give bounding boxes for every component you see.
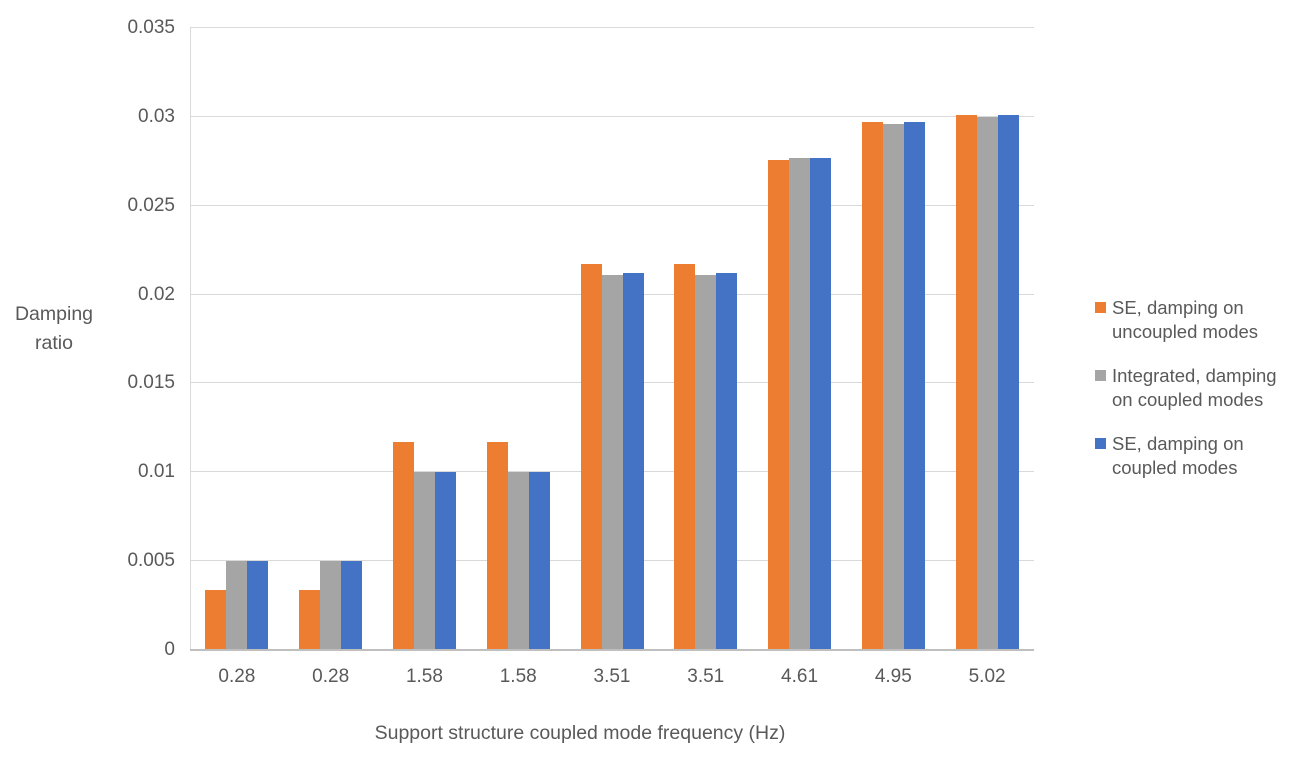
bar-group-4.61 [753, 28, 847, 650]
x-tick-label-6: 4.61 [781, 666, 819, 687]
bar[interactable] [861, 122, 883, 650]
legend-swatch-icon [1095, 438, 1106, 449]
bar[interactable] [528, 472, 550, 650]
legend-entry-1[interactable]: Integrated, damping on coupled modes [1095, 364, 1290, 412]
bar[interactable] [882, 124, 904, 650]
bar[interactable] [413, 472, 435, 650]
bar[interactable] [299, 589, 321, 650]
bar[interactable] [580, 264, 602, 650]
bar[interactable] [205, 589, 227, 650]
gridline-0.035 [190, 27, 1034, 28]
y-tick-label-0.015: 0.015 [127, 372, 175, 394]
y-tick-label-0.01: 0.01 [138, 461, 175, 483]
x-axis-line [190, 649, 1034, 651]
bar[interactable] [716, 273, 738, 650]
y-tick-label-0.035: 0.035 [127, 17, 175, 38]
legend-label-line: coupled modes [1112, 457, 1238, 478]
legend-entry-2[interactable]: SE, damping on coupled modes [1095, 432, 1290, 480]
y-axis-title-line-1: Damping [14, 303, 94, 325]
bar-group-3.51 [565, 28, 659, 650]
bar[interactable] [320, 561, 342, 650]
bar-group-3.51 [659, 28, 753, 650]
y-axis-title: Damping ratio [8, 300, 100, 358]
legend-swatch-icon [1095, 302, 1106, 313]
bar[interactable] [976, 116, 998, 650]
bar[interactable] [392, 442, 414, 650]
bar[interactable] [903, 122, 925, 650]
x-tick-label-0: 0.28 [218, 666, 256, 687]
bar-group-1.58 [378, 28, 472, 650]
x-tick-label-3: 1.58 [499, 666, 537, 687]
legend: SE, damping on uncoupled modes Integrated,… [1095, 296, 1290, 500]
bar[interactable] [810, 157, 832, 650]
legend-label-line: uncoupled modes [1112, 321, 1259, 342]
bar[interactable] [434, 472, 456, 650]
y-axis-title-line-2: ratio [35, 332, 73, 354]
bar[interactable] [955, 115, 977, 650]
y-tick-label-0.025: 0.025 [127, 194, 175, 216]
bar-group-4.95 [846, 28, 940, 650]
legend-label-line: Integrated, damping [1112, 365, 1277, 386]
bar[interactable] [997, 115, 1019, 650]
bar[interactable] [789, 157, 811, 650]
legend-label: SE, damping on coupled modes [1112, 432, 1244, 480]
y-tick-label-0: 0 [164, 639, 175, 660]
legend-entry-0[interactable]: SE, damping on uncoupled modes [1095, 296, 1290, 344]
plot-area [190, 27, 1034, 651]
y-tick-label-0.005: 0.005 [127, 550, 175, 572]
legend-swatch-icon [1095, 370, 1106, 381]
bar[interactable] [601, 275, 623, 650]
x-tick-label-1: 0.28 [312, 666, 350, 687]
bar[interactable] [486, 442, 508, 650]
legend-label: SE, damping on uncoupled modes [1112, 296, 1258, 344]
legend-label: Integrated, damping on coupled modes [1112, 364, 1277, 412]
bar[interactable] [226, 561, 248, 650]
x-tick-label-7: 4.95 [874, 666, 912, 687]
bar[interactable] [247, 561, 269, 650]
bar-group-0.28 [284, 28, 378, 650]
x-tick-label-2: 1.58 [405, 666, 443, 687]
bar-group-5.02 [940, 28, 1034, 650]
y-tick-label-0.02: 0.02 [138, 283, 175, 305]
bar-group-0.28 [190, 28, 284, 650]
x-axis-title: Support structure coupled mode frequency… [374, 722, 786, 744]
legend-label-line: SE, damping on [1112, 297, 1244, 318]
y-tick-label-0.03: 0.03 [138, 105, 175, 127]
gridline-0.03 [190, 115, 1034, 117]
x-tick-label-5: 3.51 [687, 666, 725, 687]
bar-group-1.58 [471, 28, 565, 650]
bar[interactable] [622, 273, 644, 650]
x-tick-label-8: 5.02 [968, 666, 1006, 687]
bar[interactable] [507, 472, 529, 650]
gridline-0.025 [190, 204, 1034, 206]
bar[interactable] [695, 275, 717, 650]
x-tick-label-4: 3.51 [593, 666, 631, 687]
bar[interactable] [768, 159, 790, 650]
bar[interactable] [341, 561, 363, 650]
legend-label-line: SE, damping on [1112, 433, 1244, 454]
bar-groups [190, 28, 1034, 650]
y-axis-line [190, 28, 191, 650]
bar[interactable] [674, 264, 696, 650]
legend-label-line: on coupled modes [1112, 389, 1264, 410]
